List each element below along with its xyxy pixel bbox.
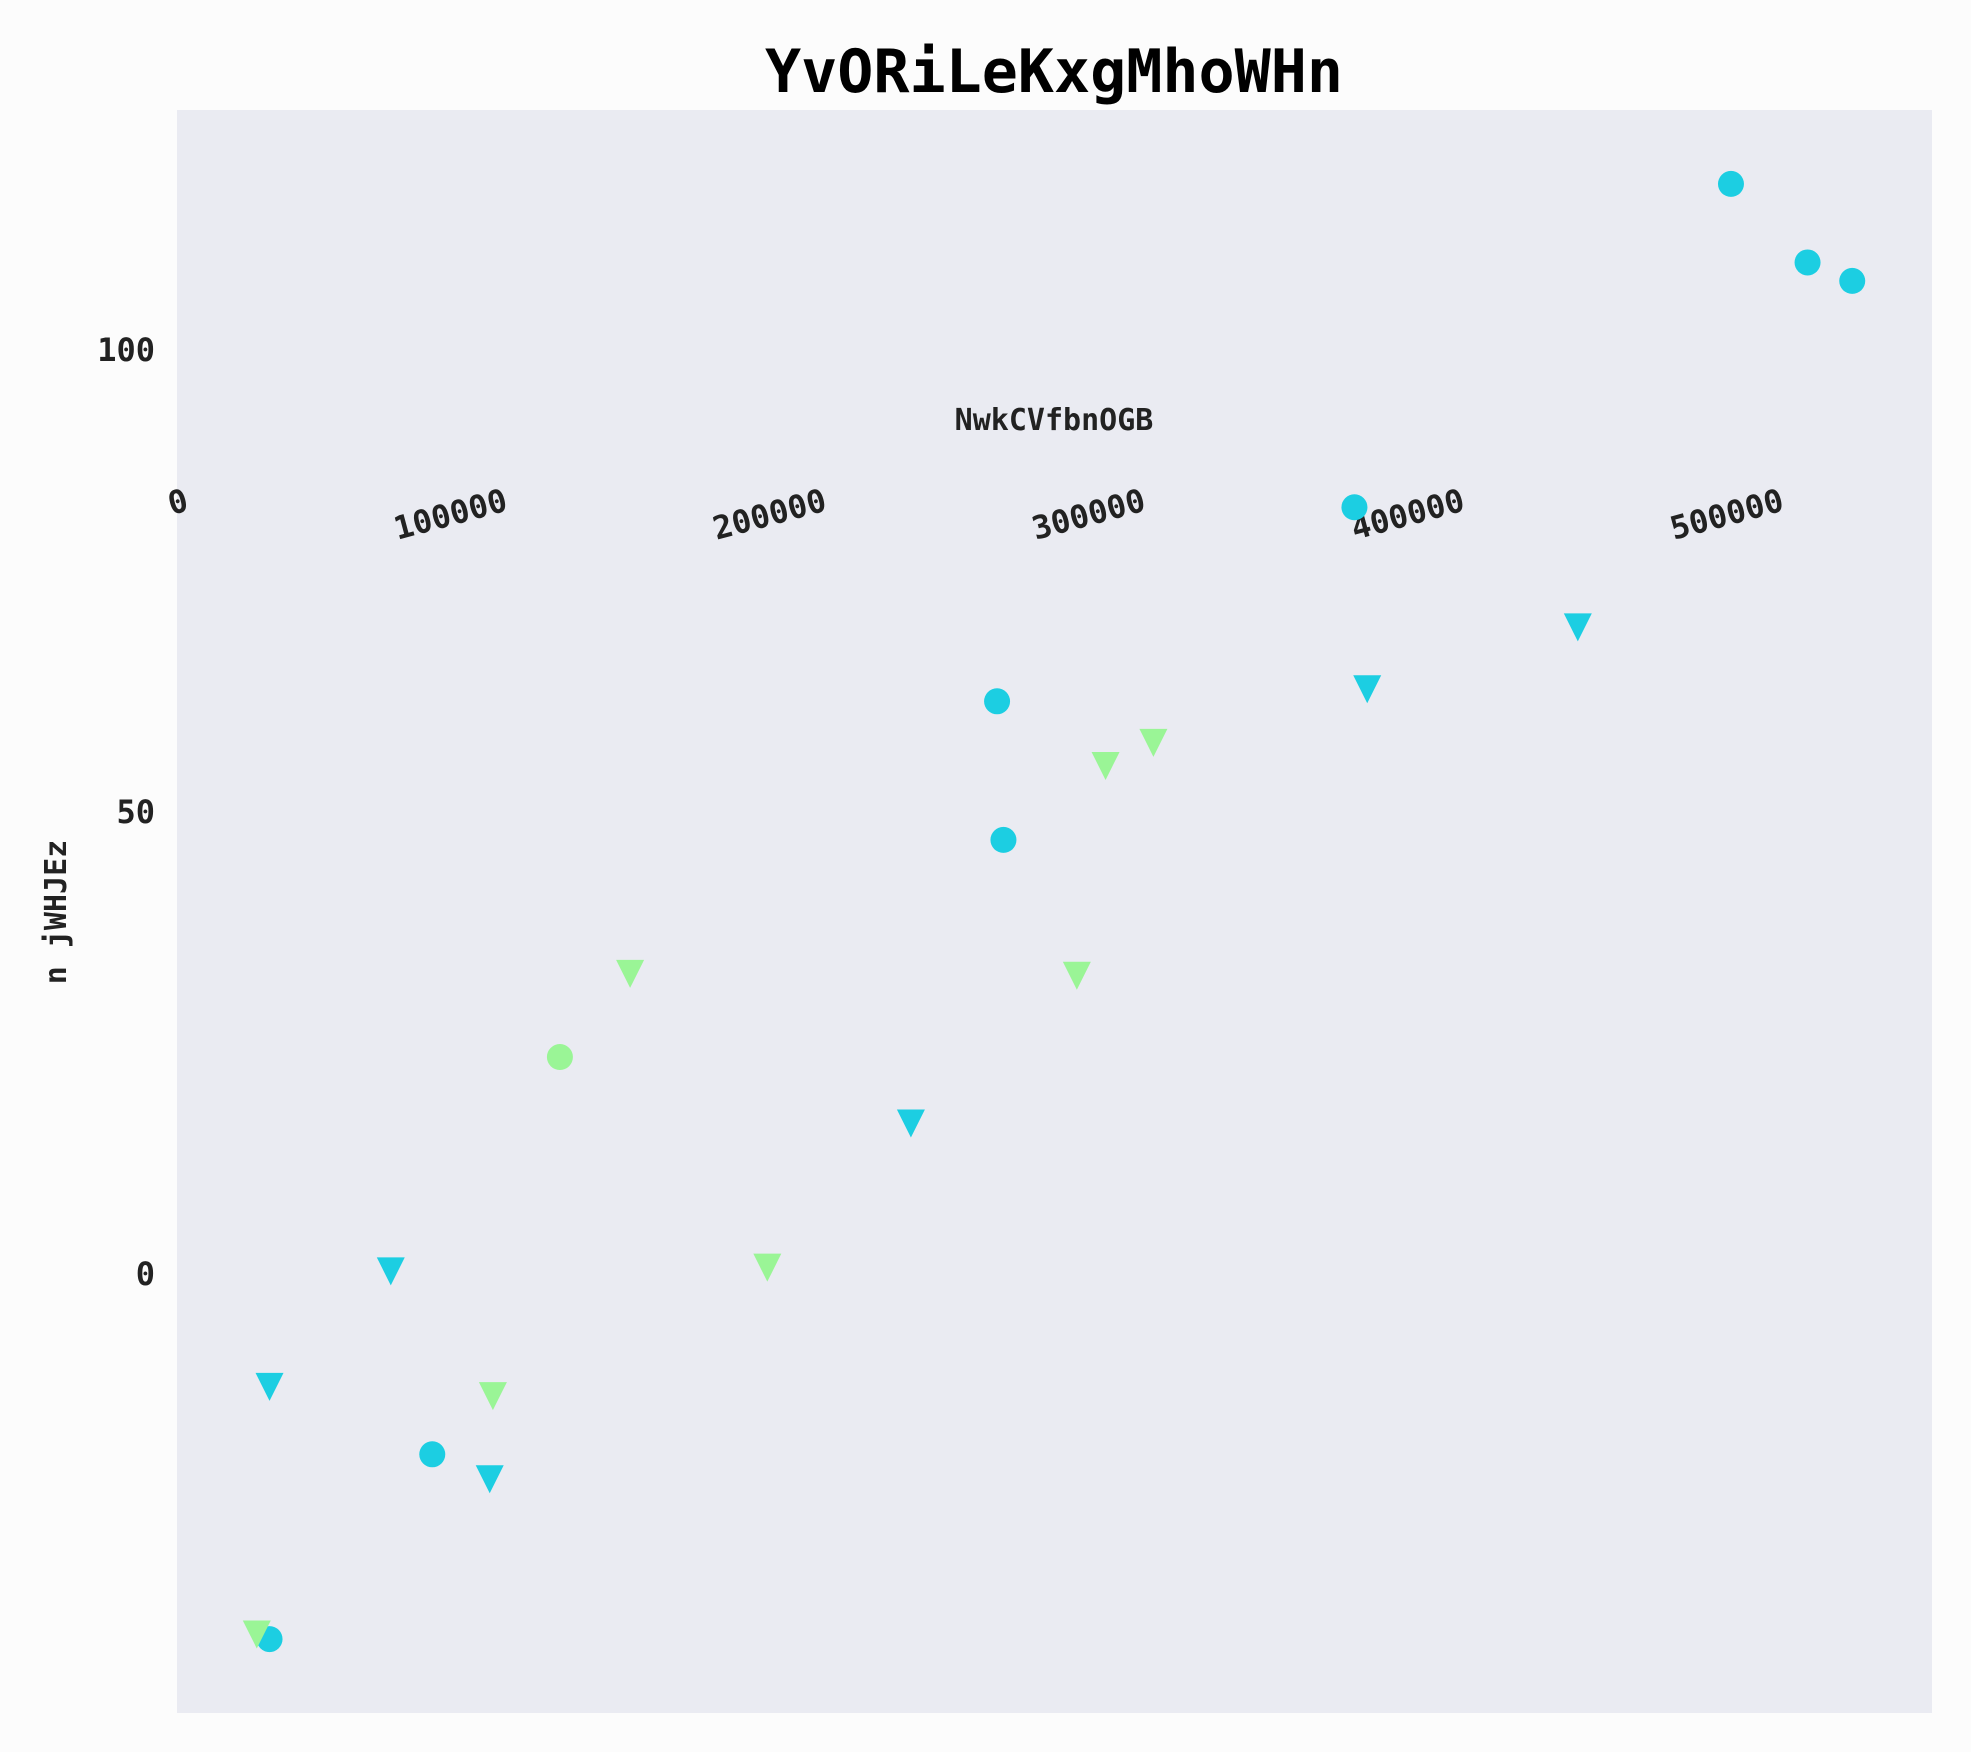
data-point-circle xyxy=(1839,267,1866,294)
data-point-triangle-down xyxy=(896,1109,925,1138)
y-axis-label: n jWHJEz xyxy=(39,840,74,985)
plot-area xyxy=(177,110,1932,1713)
data-point-triangle-down xyxy=(753,1253,782,1282)
data-point-triangle-down xyxy=(242,1620,271,1649)
y-tick-label: 50 xyxy=(116,793,155,831)
x-axis-label: NwkCVfbnOGB xyxy=(955,403,1154,438)
data-point-circle xyxy=(546,1044,573,1071)
y-tick-labels: 0 50 100 xyxy=(97,331,155,1293)
data-point-triangle-down xyxy=(376,1257,405,1286)
data-point-triangle-down xyxy=(1563,613,1592,642)
data-point-triangle-down xyxy=(616,959,645,988)
data-point-triangle-down xyxy=(255,1372,284,1401)
chart-title: YvORiLeKxgMhoWHn xyxy=(765,37,1343,107)
data-point-circle xyxy=(1794,249,1821,276)
data-points xyxy=(242,170,1866,1653)
data-point-triangle-down xyxy=(1091,751,1120,780)
data-point-circle xyxy=(1341,494,1368,521)
data-point-circle xyxy=(419,1441,446,1468)
data-point-triangle-down xyxy=(1062,961,1091,990)
data-point-triangle-down xyxy=(478,1382,507,1411)
y-tick-label: 0 xyxy=(136,1255,155,1293)
data-point-triangle-down xyxy=(475,1465,504,1494)
data-point-circle xyxy=(990,826,1017,853)
data-point-triangle-down xyxy=(1353,675,1382,704)
data-point-circle xyxy=(1717,170,1744,197)
data-point-circle xyxy=(984,688,1011,715)
data-point-triangle-down xyxy=(1139,728,1168,757)
y-tick-label: 100 xyxy=(97,331,155,369)
